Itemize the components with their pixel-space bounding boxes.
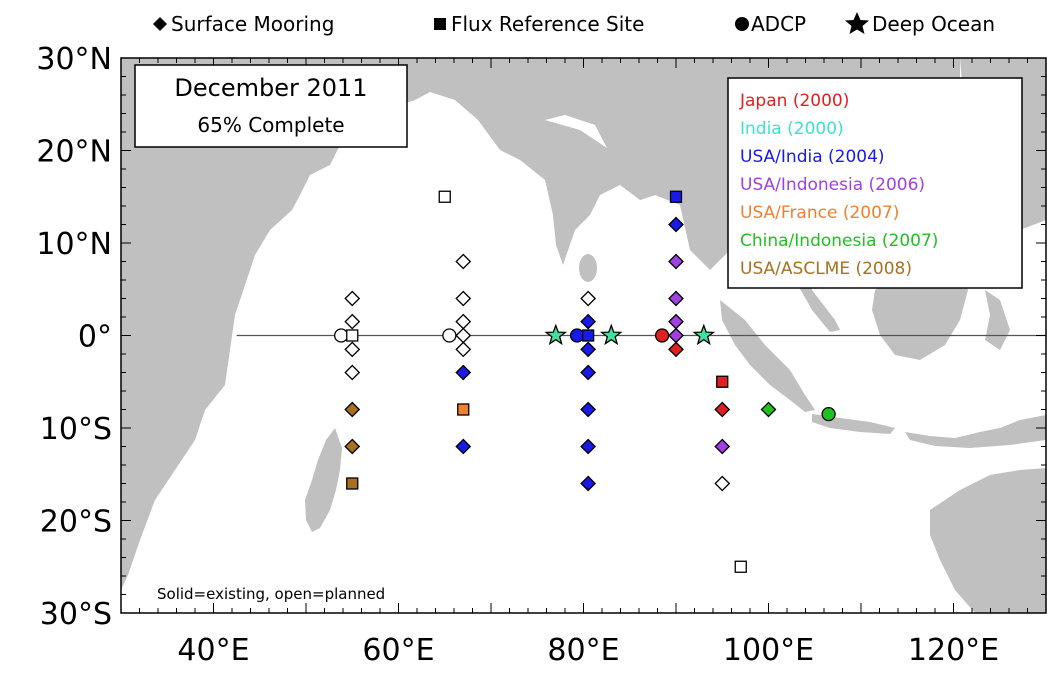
solid-open-note: Solid=existing, open=planned: [157, 585, 385, 603]
surface-mooring-marker: [580, 341, 597, 358]
flux-reference-marker: [581, 329, 595, 342]
flux-reference-marker: [346, 329, 359, 342]
y-tick-label: 20°N: [36, 135, 112, 170]
y-tick-label: 0°: [78, 320, 112, 355]
flux-reference-marker: [346, 477, 359, 490]
surface-mooring-marker: [714, 438, 731, 455]
circle-icon: [735, 17, 749, 31]
y-tick-label: 10°S: [40, 412, 112, 447]
adcp-marker: [442, 328, 457, 343]
deep-ocean-marker: [599, 323, 623, 346]
adcp-marker: [821, 406, 836, 422]
surface-mooring-marker: [668, 253, 684, 270]
deep-ocean-marker: [544, 323, 568, 346]
legend-china-indonesia: China/Indonesia (2007): [740, 231, 938, 251]
surface-mooring-marker: [344, 364, 361, 381]
surface-mooring-marker: [580, 475, 597, 492]
completion-status: 65% Complete: [197, 113, 344, 137]
map-frame: [120, 57, 1047, 614]
deep-ocean-marker: [692, 323, 716, 346]
adcp-marker: [333, 328, 349, 343]
legend-usa-france: USA/France (2007): [740, 203, 899, 223]
surface-mooring-marker: [668, 290, 684, 307]
surface-mooring-marker: [580, 438, 597, 455]
legend-deep-ocean-label: Deep Ocean: [872, 12, 995, 36]
flux-reference-marker: [669, 190, 683, 203]
madagascar: [305, 428, 342, 532]
legend-india: India (2000): [740, 119, 844, 139]
legend-flux-reference-site: Flux Reference Site: [434, 12, 644, 36]
eastern-islands: [905, 415, 1046, 448]
surface-mooring-marker: [580, 364, 597, 381]
flux-reference-marker: [438, 190, 451, 203]
surface-mooring-marker: [668, 216, 684, 233]
surface-mooring-marker: [455, 364, 472, 381]
flux-reference-marker: [716, 375, 729, 388]
surface-mooring-marker: [455, 438, 472, 455]
surface-mooring-marker: [580, 401, 597, 418]
x-tick-label: 40°E: [177, 633, 249, 668]
legend-deep-ocean: Deep Ocean: [845, 12, 995, 36]
y-tick-label: 30°N: [36, 42, 112, 77]
legend-surface-mooring-label: Surface Mooring: [171, 12, 334, 36]
surface-mooring-marker: [580, 290, 597, 307]
mooring-sites: [333, 190, 836, 573]
square-icon: [434, 18, 446, 30]
legend-usa-asclme: USA/ASCLME (2008): [740, 259, 912, 279]
australia: [930, 468, 1046, 613]
surface-mooring-marker: [714, 401, 731, 418]
surface-mooring-marker: [344, 341, 361, 358]
y-tick-label: 30°S: [40, 597, 112, 632]
adcp-marker: [654, 328, 670, 343]
title-box: December 2011 65% Complete: [134, 64, 408, 148]
x-tick-label: 100°E: [723, 633, 814, 668]
axis-ticks: [121, 58, 1046, 613]
legend-adcp: ADCP: [735, 12, 806, 36]
legend-japan: Japan (2000): [739, 91, 849, 111]
surface-mooring-marker: [668, 341, 684, 358]
y-tick-label: 20°S: [40, 505, 112, 540]
country-legend: Japan (2000) India (2000) USA/India (200…: [727, 77, 1023, 289]
legend-usa-india: USA/India (2004): [740, 147, 885, 167]
legend-adcp-label: ADCP: [751, 12, 806, 36]
x-tick-label: 60°E: [362, 633, 434, 668]
surface-mooring-marker: [344, 313, 361, 330]
surface-mooring-marker: [344, 438, 361, 455]
legend-usa-indonesia: USA/Indonesia (2006): [740, 175, 925, 195]
surface-mooring-marker: [580, 313, 597, 330]
legend-flux-reference-label: Flux Reference Site: [451, 12, 644, 36]
star-icon: [845, 12, 869, 34]
legend-surface-mooring: Surface Mooring: [153, 12, 334, 36]
x-tick-label: 80°E: [547, 633, 619, 668]
sri-lanka: [579, 254, 597, 282]
flux-reference-marker: [457, 403, 470, 416]
axis-labels: 40°E 60°E 80°E 100°E 120°E 30°N 20°N 10°N 0° 10°S…: [36, 42, 999, 668]
surface-mooring-marker: [344, 401, 361, 418]
india: [500, 120, 655, 265]
surface-mooring-marker: [455, 341, 472, 358]
surface-mooring-marker: [344, 290, 361, 307]
surface-mooring-marker: [714, 475, 731, 492]
symbol-legend: Surface Mooring Flux Reference Site ADCP…: [153, 12, 995, 36]
y-tick-label: 10°N: [36, 227, 112, 262]
surface-mooring-marker: [455, 253, 472, 270]
adcp-marker: [569, 328, 585, 343]
flux-reference-marker: [734, 560, 747, 573]
surface-mooring-marker: [760, 401, 777, 418]
sumatra: [720, 300, 815, 412]
diamond-icon: [153, 17, 167, 31]
date-title: December 2011: [174, 74, 367, 102]
x-tick-label: 120°E: [908, 633, 999, 668]
surface-mooring-marker: [455, 290, 472, 307]
